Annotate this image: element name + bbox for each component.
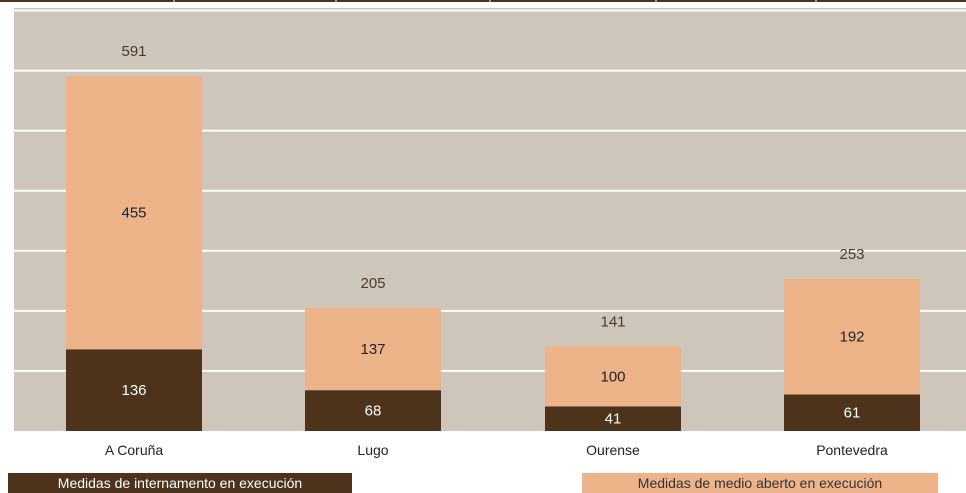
x-tick-label-ourense: Ourense [586,442,640,458]
bar-internamento-pontevedra [784,394,920,431]
bar-internamento-lugo [305,390,441,431]
bar-internamento-a-coruna [66,349,202,431]
data-label-internamento-pontevedra: 61 [844,405,861,422]
x-tick-label-pontevedra: Pontevedra [816,442,888,458]
data-label-internamento-lugo: 68 [365,403,382,420]
data-label-internamento-a-coruna: 136 [121,382,146,399]
bar-internamento-ourense [545,406,681,431]
x-tick-label-a-coruna: A Coruña [105,442,164,458]
data-label-medio-aberto-lugo: 137 [360,341,385,358]
x-tick-label-lugo: Lugo [357,442,388,458]
bar-medio-aberto-a-coruna [66,76,202,350]
legend-medio-aberto: Medidas de medio aberto en execución [582,473,938,493]
data-label-internamento-ourense: 41 [605,411,622,428]
data-label-medio-aberto-ourense: 100 [600,368,625,385]
data-label-medio-aberto-a-coruna: 455 [121,205,146,222]
bar-medio-aberto-pontevedra [784,279,920,395]
bar-medio-aberto-lugo [305,307,441,391]
data-label-total-pontevedra: 253 [839,246,864,263]
data-label-total-a-coruna: 591 [121,43,146,60]
bar-medio-aberto-ourense [545,346,681,407]
legend-internamento: Medidas de internamento en execución [8,473,352,493]
data-label-total-lugo: 205 [360,275,385,292]
data-label-total-ourense: 141 [600,313,625,330]
data-label-medio-aberto-pontevedra: 192 [839,329,864,346]
